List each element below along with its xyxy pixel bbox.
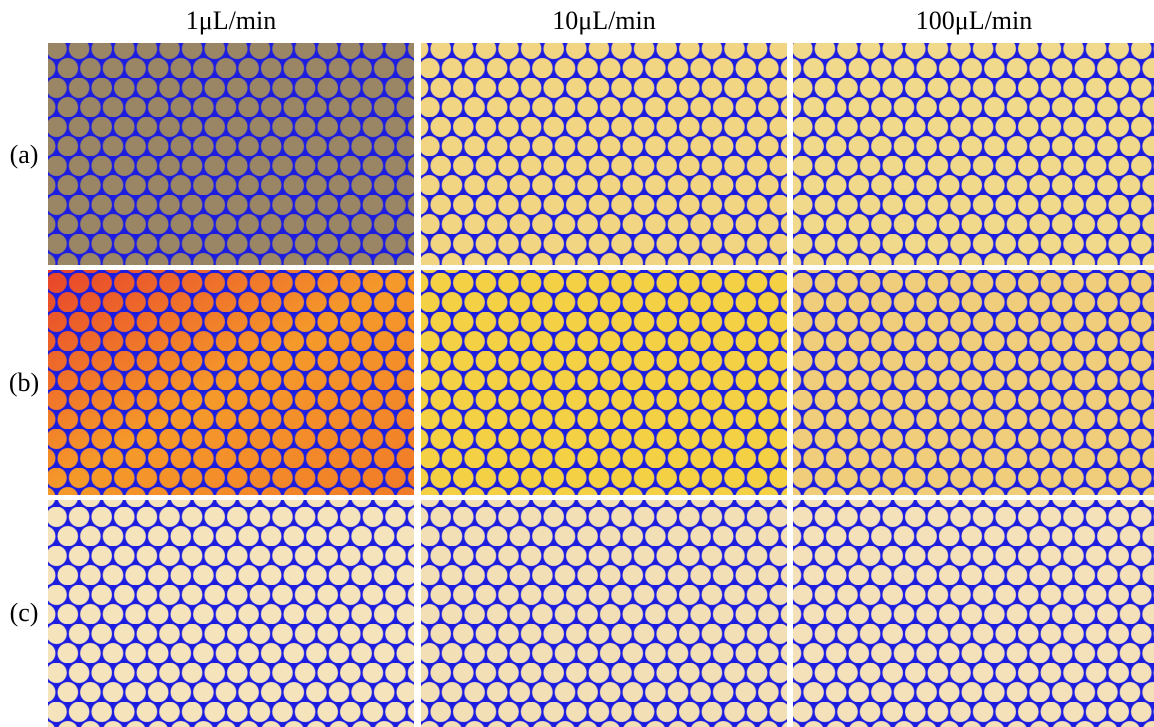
row-label: (a) (0, 140, 48, 170)
column-header: 1μL/min (48, 6, 414, 36)
column-header: 100μL/min (791, 6, 1154, 36)
panel-b1 (48, 270, 414, 495)
figure: 1μL/min 10μL/min 100μL/min (a) (b) (c) (0, 0, 1154, 727)
panel-a3 (793, 43, 1154, 265)
panel-a2 (421, 43, 787, 265)
row-label: (b) (0, 368, 48, 398)
panel-c1 (48, 500, 414, 727)
panel-grid (48, 43, 1154, 727)
row-label: (c) (0, 598, 48, 628)
panels (0, 0, 1154, 727)
panel-b2 (421, 270, 787, 495)
panel-c2 (421, 500, 787, 727)
panel-b3 (793, 270, 1154, 495)
column-header: 10μL/min (421, 6, 787, 36)
panel-a1 (48, 43, 414, 265)
panel-c3 (793, 500, 1154, 727)
